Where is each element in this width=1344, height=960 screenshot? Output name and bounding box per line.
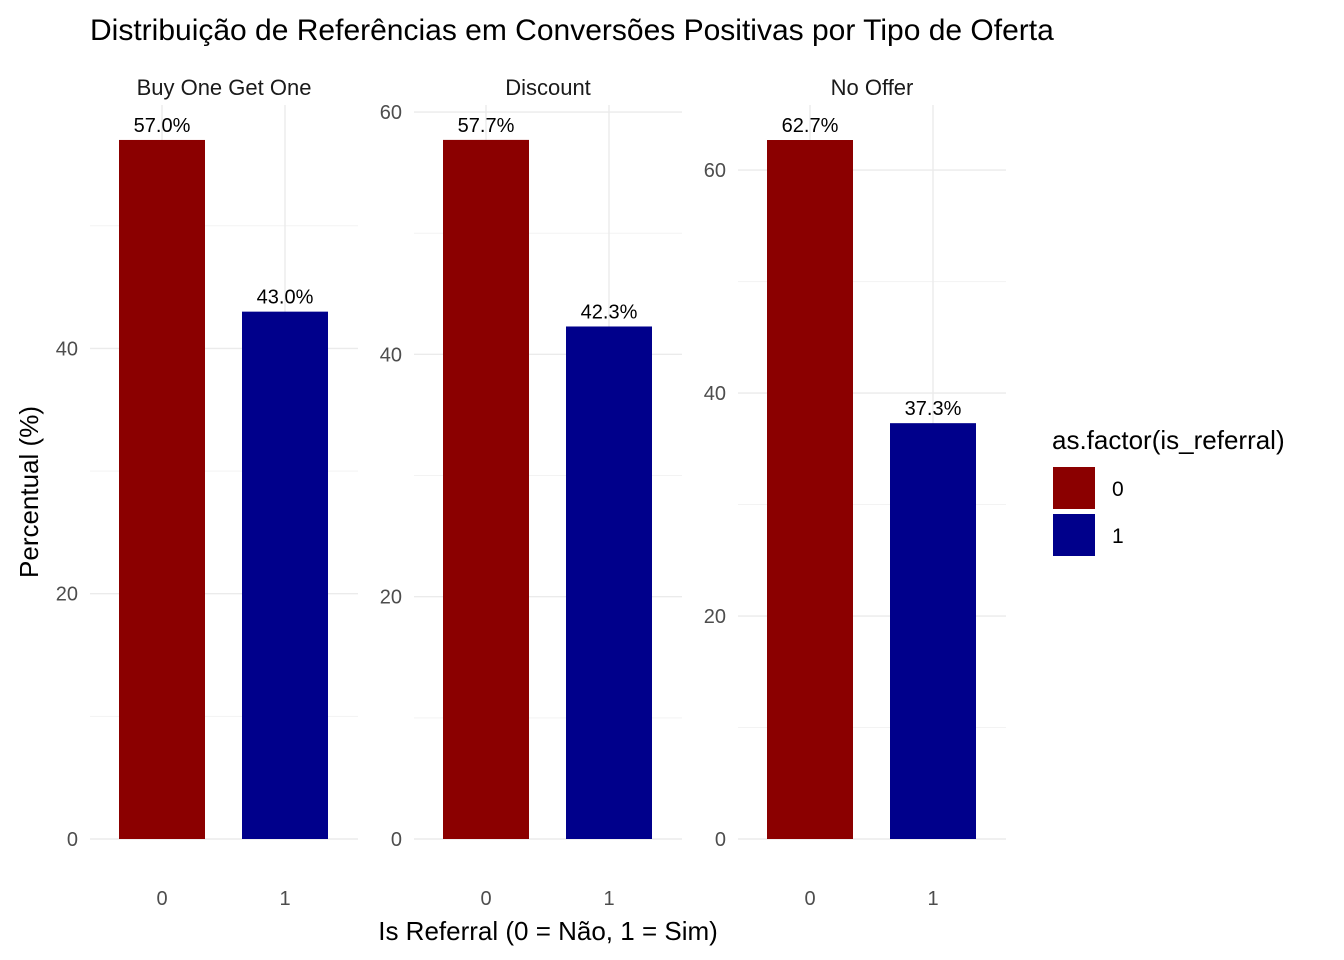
bar — [242, 311, 328, 839]
y-tick-label: 20 — [704, 606, 726, 628]
y-tick-label: 40 — [704, 383, 726, 405]
facet-strip-label: Discount — [505, 75, 591, 100]
bar-value-label: 57.7% — [458, 115, 515, 137]
legend-key — [1053, 514, 1095, 556]
bar — [566, 326, 652, 839]
bar-value-label: 37.3% — [905, 398, 962, 420]
x-tick-label: 1 — [279, 888, 290, 910]
x-tick-label: 1 — [927, 888, 938, 910]
facet-strip-label: No Offer — [831, 75, 914, 100]
bar — [767, 140, 853, 839]
facet-panel: 0 20 40 60 No Offer 62.7% 0 37.3% 1 — [704, 75, 1006, 910]
y-tick-label: 40 — [56, 338, 78, 360]
y-tick-label: 40 — [380, 344, 402, 366]
x-axis-title: Is Referral (0 = Não, 1 = Sim) — [378, 916, 718, 946]
bar-value-label: 57.0% — [134, 115, 191, 137]
y-tick-label: 20 — [56, 584, 78, 606]
facet-panel: 0 20 40 Buy One Get One 57.0% 0 43.0% 1 — [56, 75, 358, 910]
bar-value-label: 42.3% — [581, 301, 638, 323]
facet-panels: 0 20 40 Buy One Get One 57.0% 0 43.0% 1 0 20 40 60 D… — [56, 75, 1006, 910]
legend: as.factor(is_referral) 01 — [1052, 425, 1285, 556]
x-tick-label: 0 — [804, 888, 815, 910]
bar-value-label: 62.7% — [782, 115, 839, 137]
x-tick-label: 1 — [603, 888, 614, 910]
legend-key — [1053, 467, 1095, 509]
legend-label: 1 — [1112, 525, 1124, 548]
bar-value-label: 43.0% — [257, 287, 314, 309]
y-tick-label: 60 — [704, 160, 726, 182]
facet-strip-label: Buy One Get One — [137, 75, 312, 100]
y-axis-title: Percentual (%) — [14, 406, 44, 578]
facet-panel: 0 20 40 60 Discount 57.7% 0 42.3% 1 — [380, 75, 682, 910]
legend-title: as.factor(is_referral) — [1052, 425, 1285, 455]
y-tick-label: 20 — [380, 587, 402, 609]
bar — [119, 139, 205, 839]
bar — [890, 423, 976, 839]
y-tick-label: 0 — [391, 829, 402, 851]
bar — [443, 139, 529, 840]
legend-label: 0 — [1112, 478, 1124, 501]
x-tick-label: 0 — [480, 888, 491, 910]
y-tick-label: 0 — [715, 829, 726, 851]
legend-items: 01 — [1053, 467, 1124, 556]
x-tick-label: 0 — [156, 888, 167, 910]
y-tick-label: 60 — [380, 102, 402, 124]
y-tick-label: 0 — [67, 829, 78, 851]
chart-title: Distribuição de Referências em Conversõe… — [90, 14, 1054, 47]
